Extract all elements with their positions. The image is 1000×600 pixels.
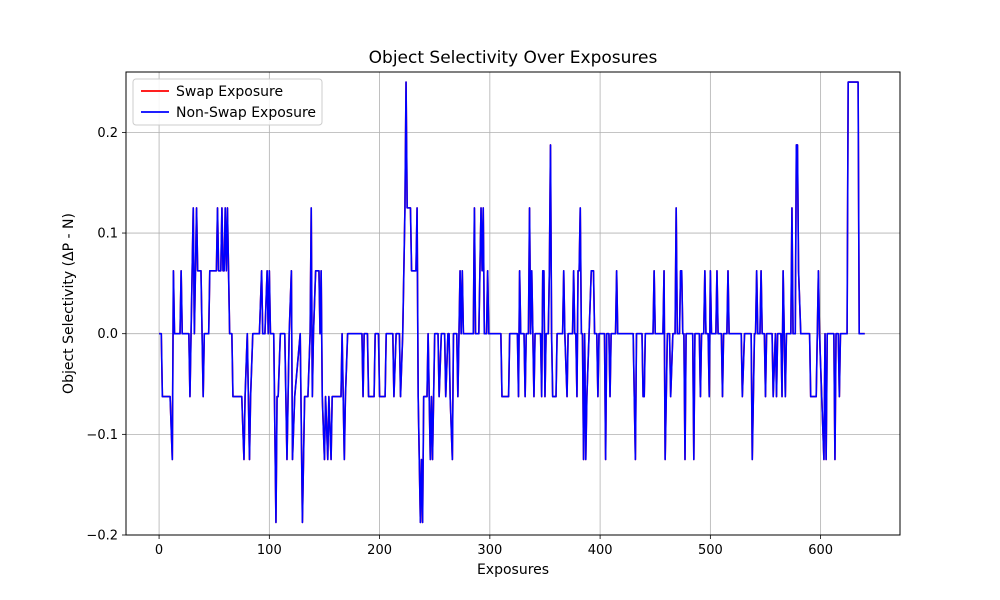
y-tick-label: 0.0	[97, 327, 118, 342]
x-tick-label: 400	[588, 543, 613, 558]
y-tick-label: −0.2	[86, 529, 118, 544]
legend-entry-label: Swap Exposure	[176, 84, 283, 100]
x-tick-label: 300	[477, 543, 502, 558]
y-axis-ticks: −0.2 −0.1 0.0 0.1 0.2	[86, 126, 126, 544]
y-tick-label: −0.1	[86, 428, 118, 443]
legend: Swap Exposure Non-Swap Exposure	[132, 78, 323, 126]
x-tick-label: 100	[257, 543, 282, 558]
chart-title: Object Selectivity Over Exposures	[369, 48, 658, 68]
series-line-1	[159, 81, 865, 524]
x-tick-label: 200	[367, 543, 392, 558]
legend-entry-label: Non-Swap Exposure	[176, 105, 316, 121]
x-axis-label: Exposures	[477, 562, 549, 578]
legend-box	[132, 78, 323, 126]
x-tick-label: 500	[698, 543, 723, 558]
y-tick-label: 0.1	[97, 227, 118, 242]
y-tick-label: 0.2	[97, 126, 118, 141]
y-axis-label: Object Selectivity (ΔP - N)	[61, 213, 77, 394]
x-axis-ticks: 0 100 200 300 400 500 600	[155, 535, 833, 558]
plot-frame	[125, 71, 901, 536]
x-tick-label: 0	[155, 543, 163, 558]
series-layer	[159, 81, 865, 524]
x-tick-label: 600	[808, 543, 833, 558]
